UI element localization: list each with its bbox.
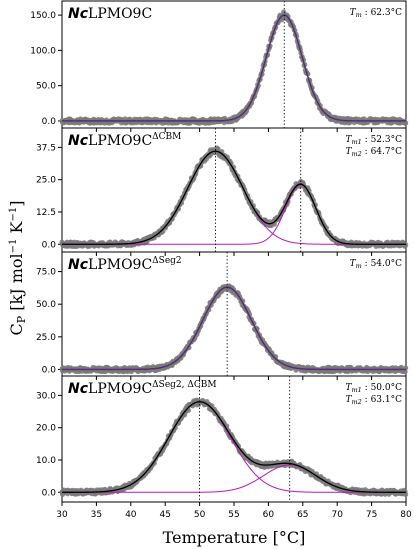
tm-label-symbol: T [345,395,352,405]
y-tick-label: 10.0 [36,456,56,466]
y-label-sup1: −1 [8,239,19,254]
total-fit-line [62,150,406,245]
panel-title-variant: ΔSeg2, ΔCBM [152,380,216,390]
tm-label-value: : 52.3°C [362,135,402,145]
tm-label-symbol: T [345,147,352,157]
tm-label-symbol: T [350,259,357,269]
raw-data-series [59,283,409,375]
tm-label: Tm : 54.0°C [350,259,402,270]
raw-data-series [59,9,409,126]
tm-label-value: : 63.1°C [362,395,402,405]
tm-label-value: : 64.7°C [362,147,402,157]
panel-title-protein: LPMO9C [88,257,152,273]
tm-label-subscript: m2 [352,150,362,158]
y-tick-label: 20.0 [36,424,56,434]
y-label-sup2: −1 [8,207,19,222]
component-fit-2 [62,184,406,245]
x-tick-label: 45 [159,510,170,520]
y-label-rest: [kJ mol [7,253,26,315]
y-tick-label: 100.0 [30,46,56,56]
raw-point [403,491,409,497]
total-fit-line [62,401,406,493]
y-tick-label: 25.0 [36,176,56,186]
y-label-main: C [7,323,26,335]
x-axis-label: Temperature [°C] [163,528,306,547]
total-fit-line [62,286,406,371]
x-tick-label: 80 [400,510,412,520]
panel-title: NcLPMO9CΔCBM [68,132,181,149]
tm-label-value: : 62.3°C [362,8,402,18]
raw-data-series [59,145,409,250]
panel-title-protein: LPMO9C [88,133,152,149]
tm-label-subscript: m2 [352,398,362,406]
panel-title: NcLPMO9C [68,6,152,22]
total-fit-line [62,14,406,122]
y-tick-label: 0.0 [42,240,57,250]
y-label-end: ] [7,201,26,207]
x-tick-label: 55 [228,510,239,520]
raw-point [151,460,157,466]
x-tick-label: 40 [125,510,137,520]
tm-label: Tm : 62.3°C [350,8,402,19]
x-tick-label: 35 [91,510,102,520]
tm-label-subscript: m1 [352,386,362,394]
tm-label-subscript: m [356,11,362,19]
tm-label: Tm2 : 64.7°C [345,147,402,158]
panel-title-species: Nc [68,381,89,397]
tm-label-subscript: m [356,262,362,270]
y-tick-label: 150.0 [30,11,56,21]
panel-title-variant: ΔSeg2 [152,256,181,266]
panel-title-species: Nc [68,133,89,149]
panel-title: NcLPMO9CΔSeg2, ΔCBM [68,380,217,397]
panel-title: NcLPMO9CΔSeg2 [68,256,182,273]
panel-2: 0.012.525.037.5 NcLPMO9CΔCBM Tm1 : 52.3°CT… [36,127,409,256]
y-tick-label: 30.0 [36,391,56,401]
tm-label-value: : 50.0°C [362,383,402,393]
y-tick-label: 75.0 [36,268,56,278]
panel-title-variant: ΔCBM [152,132,181,142]
tm-label-symbol: T [350,8,357,18]
y-tick-label: 0.0 [42,488,57,498]
tm-label-symbol: T [345,383,352,393]
tm-label: Tm1 : 50.0°C [345,383,402,394]
y-tick-label: 50.0 [36,82,56,92]
tm-label: Tm2 : 63.1°C [345,395,402,406]
panel-1: 0.0 50.0 100.0 150.0 NcLPMO9C Tm : 62.3°C [30,0,409,132]
x-tick-label: 70 [331,510,343,520]
component-fit-1 [62,286,406,371]
x-tick-label: 65 [297,510,308,520]
y-tick-label: 0.0 [42,365,57,375]
y-tick-label: 25.0 [36,333,56,343]
panel-4: 0.0 10.0 20.0 30.0 30 35 40 45 50 55 60 65 70 75 80 NcL… [36,375,412,520]
panel-title-protein: LPMO9C [88,6,152,22]
tm-label-value: : 54.0°C [362,259,402,269]
panel-title-species: Nc [68,6,89,22]
x-tick-label: 60 [263,510,275,520]
panel-3: 0.0 25.0 50.0 75.0 NcLPMO9CΔSeg2 Tm : 54.0°C [36,251,409,380]
panel-title-protein: LPMO9C [88,381,152,397]
tm-label-subscript: m1 [352,138,362,146]
x-tick-label: 50 [194,510,206,520]
panel-title-species: Nc [68,257,89,273]
component-fit-1 [62,14,406,122]
x-tick-label: 75 [366,510,377,520]
raw-point [403,120,409,126]
x-tick-label: 30 [56,510,68,520]
component-fit-1 [62,401,406,493]
y-tick-label: 50.0 [36,300,56,310]
y-tick-label: 37.5 [36,143,56,153]
y-axis-label: CP [kJ mol−1 K−1] [7,201,28,336]
y-label-mid: K [7,221,26,239]
tm-label-symbol: T [345,135,352,145]
y-label-sub: P [15,315,28,323]
raw-data-series [59,397,409,498]
y-tick-label: 12.5 [36,208,56,218]
y-tick-label: 0.0 [42,117,57,127]
tm-label: Tm1 : 52.3°C [345,135,402,146]
